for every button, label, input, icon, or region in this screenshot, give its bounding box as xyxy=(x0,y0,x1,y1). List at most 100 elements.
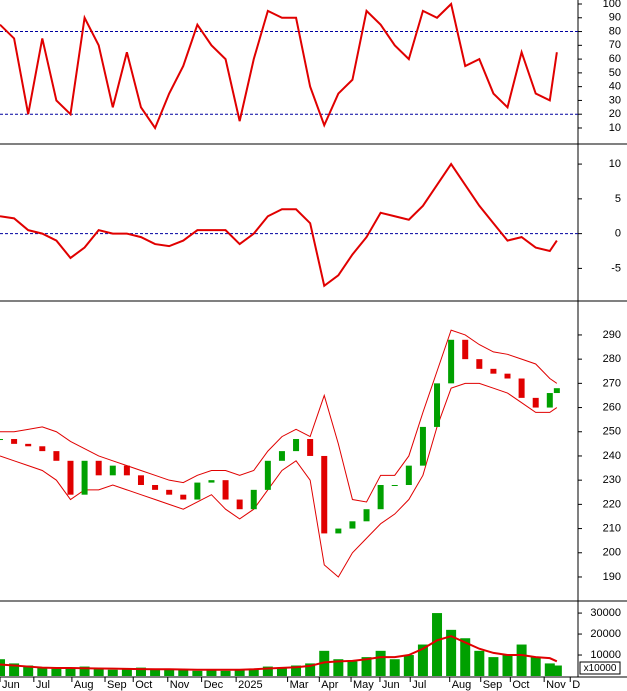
y-tick-label: 30000 xyxy=(590,607,621,619)
candle xyxy=(53,451,60,461)
volume-bar xyxy=(37,667,48,676)
x-tick-label: Aug xyxy=(74,679,94,691)
y-tick-label: 100 xyxy=(603,0,621,10)
y-tick-label: 220 xyxy=(603,498,621,510)
y-tick-label: 200 xyxy=(603,547,621,559)
x-tick-label: May xyxy=(353,679,374,691)
candle xyxy=(0,439,3,441)
y-tick-label: 20 xyxy=(609,108,621,120)
volume-bar xyxy=(234,669,245,676)
candle xyxy=(81,460,88,495)
candle xyxy=(222,480,229,500)
candle xyxy=(236,499,243,510)
volume-bar xyxy=(248,668,259,676)
y-tick-label: 230 xyxy=(603,474,621,486)
x-tick-label: Apr xyxy=(321,679,338,691)
volume-bar xyxy=(150,669,161,676)
volume-bar xyxy=(192,670,203,676)
candle xyxy=(377,485,384,510)
unit-box xyxy=(579,661,621,675)
x-tick-label: Oct xyxy=(512,679,529,691)
candle xyxy=(180,494,187,500)
volume-bar xyxy=(403,655,414,676)
volume-bar xyxy=(0,659,5,676)
candle xyxy=(321,455,328,534)
y-tick-label: 60 xyxy=(609,53,621,65)
unit-label: x10000 xyxy=(584,663,617,674)
candle xyxy=(109,465,116,476)
volume-bar xyxy=(135,667,146,676)
volume-bar xyxy=(65,667,76,676)
x-tick-label: Jul xyxy=(412,679,426,691)
candle xyxy=(208,480,215,483)
y-tick-label: 80 xyxy=(609,25,621,37)
candle xyxy=(349,521,356,529)
candle xyxy=(532,397,539,408)
volume-bar xyxy=(347,661,358,676)
y-tick-label: 50 xyxy=(609,67,621,79)
y-tick-label: 10 xyxy=(609,122,621,134)
volume-bar xyxy=(79,666,90,676)
x-tick-label: Jun xyxy=(2,679,20,691)
volume-bar xyxy=(262,666,273,676)
y-tick-label: 20000 xyxy=(590,628,621,640)
candle xyxy=(462,339,469,360)
candle xyxy=(39,446,46,452)
x-tick-label: Nov xyxy=(170,679,190,691)
candle xyxy=(518,378,525,398)
volume-bar xyxy=(361,657,372,676)
candle xyxy=(504,373,511,379)
y-tick-label: 5 xyxy=(615,193,621,205)
x-tick-label: Jun xyxy=(382,679,400,691)
y-tick-label: 70 xyxy=(609,39,621,51)
upper-band xyxy=(0,329,558,503)
y-tick-label: 190 xyxy=(603,571,621,583)
candle xyxy=(476,359,483,369)
volume-ma xyxy=(0,635,558,671)
x-tick-label: Sep xyxy=(483,679,503,691)
x-tick-label: Mar xyxy=(290,679,309,691)
volume-bar xyxy=(305,663,316,676)
candle xyxy=(67,460,74,495)
y-tick-label: 0 xyxy=(615,228,621,240)
candle xyxy=(293,439,300,452)
y-tick-label: 260 xyxy=(603,401,621,413)
candle xyxy=(546,393,553,408)
volume-bar xyxy=(488,657,499,676)
candle xyxy=(434,383,441,427)
y-tick-label: 210 xyxy=(603,522,621,534)
volume-bar xyxy=(544,663,555,676)
candle xyxy=(363,509,370,522)
y-tick-label: 240 xyxy=(603,450,621,462)
candle xyxy=(391,485,398,487)
volume-bar xyxy=(107,669,118,676)
y-tick-label: -5 xyxy=(611,262,621,274)
y-tick-label: 90 xyxy=(609,12,621,24)
candle xyxy=(419,426,426,466)
x-tick-label: Nov xyxy=(546,679,566,691)
volume-bar xyxy=(333,659,344,676)
x-tick-label: D xyxy=(572,679,580,691)
candle xyxy=(264,460,271,490)
volume-bar xyxy=(9,663,20,676)
candle xyxy=(250,489,257,510)
volume-bar xyxy=(178,669,189,676)
candle xyxy=(335,528,342,534)
volume-bar xyxy=(502,655,513,676)
volume-bar xyxy=(474,650,485,676)
volume-bar xyxy=(220,670,231,676)
x-tick-label: Dec xyxy=(204,679,224,691)
candle xyxy=(25,443,32,447)
x-tick-label: 2025 xyxy=(238,679,262,691)
candle xyxy=(95,460,102,476)
candle xyxy=(307,439,314,456)
candle xyxy=(490,368,497,374)
volume-bar xyxy=(164,668,175,676)
x-tick-label: Oct xyxy=(135,679,152,691)
y-tick-label: 10000 xyxy=(590,649,621,661)
volume-bar xyxy=(551,665,562,676)
candle xyxy=(166,489,173,495)
x-tick-label: Aug xyxy=(452,679,472,691)
